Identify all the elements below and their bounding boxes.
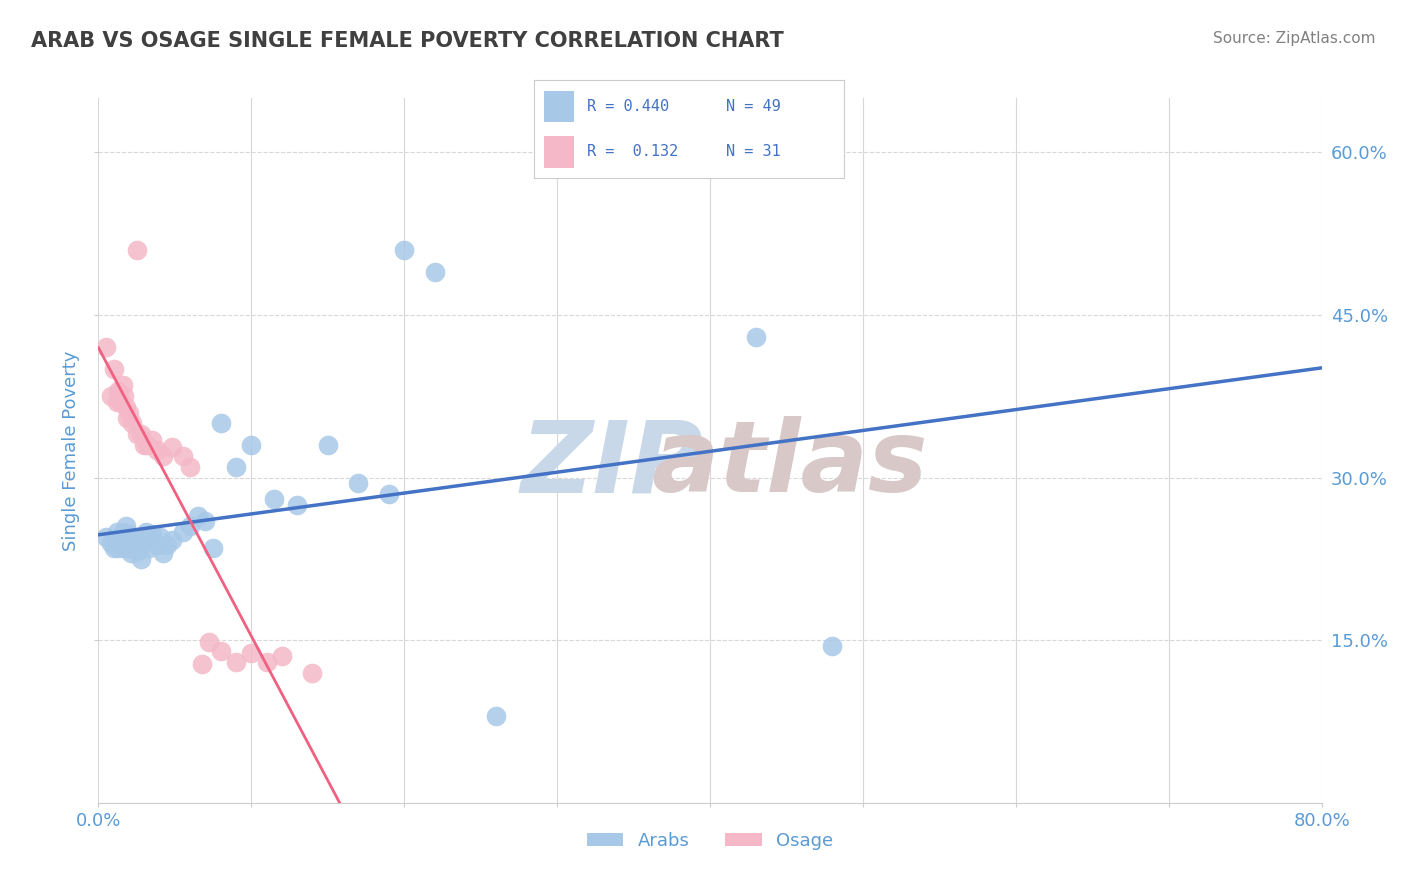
Point — [141, 527, 163, 541]
Point — [240, 438, 263, 452]
Point — [129, 552, 152, 566]
Point — [191, 657, 214, 671]
Point — [134, 438, 156, 452]
Point — [240, 646, 263, 660]
Point — [423, 264, 446, 278]
Point — [122, 530, 145, 544]
Point — [209, 417, 232, 431]
Point — [316, 438, 339, 452]
Point — [209, 644, 232, 658]
Point — [141, 433, 163, 447]
Point — [136, 438, 159, 452]
Point — [117, 411, 139, 425]
Point — [152, 546, 174, 560]
Point — [197, 635, 219, 649]
Text: N = 49: N = 49 — [725, 99, 780, 114]
Text: Source: ZipAtlas.com: Source: ZipAtlas.com — [1212, 31, 1375, 46]
Point — [111, 524, 134, 539]
Point — [156, 538, 179, 552]
Text: R =  0.132: R = 0.132 — [586, 145, 678, 160]
Point — [125, 243, 148, 257]
Point — [105, 524, 128, 539]
Point — [105, 394, 128, 409]
Point — [135, 524, 157, 539]
Point — [103, 541, 125, 555]
Point — [103, 362, 125, 376]
Point — [110, 394, 132, 409]
Text: ZIP: ZIP — [520, 416, 703, 513]
Point — [145, 538, 167, 552]
Point — [117, 538, 139, 552]
Point — [179, 519, 201, 533]
Bar — [544, 91, 575, 122]
Point — [115, 400, 138, 414]
Point — [225, 655, 247, 669]
Point — [111, 378, 134, 392]
Point — [270, 649, 292, 664]
Point — [125, 535, 148, 549]
Point — [160, 440, 183, 454]
Point — [124, 538, 146, 552]
Point — [125, 427, 148, 442]
Point — [118, 527, 141, 541]
Point — [127, 544, 149, 558]
Point — [100, 535, 122, 549]
Point — [152, 449, 174, 463]
Legend: Arabs, Osage: Arabs, Osage — [579, 825, 841, 857]
Point — [392, 243, 416, 257]
Point — [138, 541, 160, 555]
Point — [107, 541, 129, 555]
Text: ARAB VS OSAGE SINGLE FEMALE POVERTY CORRELATION CHART: ARAB VS OSAGE SINGLE FEMALE POVERTY CORR… — [31, 31, 783, 51]
Point — [301, 665, 323, 680]
Point — [121, 417, 143, 431]
Point — [134, 533, 156, 548]
Point — [172, 524, 194, 539]
Point — [179, 459, 201, 474]
Text: atlas: atlas — [651, 416, 928, 513]
Point — [120, 546, 142, 560]
Point — [202, 541, 225, 555]
Point — [118, 541, 141, 555]
Point — [115, 533, 138, 548]
Point — [194, 514, 217, 528]
Y-axis label: Single Female Poverty: Single Female Poverty — [62, 351, 80, 550]
Bar — [544, 136, 575, 168]
Point — [145, 443, 167, 458]
Point — [94, 341, 117, 355]
Point — [160, 533, 183, 548]
Point — [128, 538, 150, 552]
Text: R = 0.440: R = 0.440 — [586, 99, 669, 114]
Point — [187, 508, 209, 523]
Point — [821, 639, 844, 653]
Point — [94, 530, 117, 544]
Point — [347, 475, 370, 490]
Point — [172, 449, 194, 463]
Point — [112, 389, 135, 403]
Point — [112, 541, 135, 555]
Point — [107, 384, 129, 398]
Point — [118, 405, 141, 419]
Point — [225, 459, 247, 474]
Point — [378, 487, 401, 501]
Point — [129, 427, 152, 442]
Point — [485, 709, 508, 723]
Point — [149, 530, 172, 544]
Point — [263, 492, 285, 507]
Point — [110, 538, 132, 552]
Point — [285, 498, 308, 512]
Point — [100, 389, 122, 403]
Text: N = 31: N = 31 — [725, 145, 780, 160]
Point — [115, 519, 138, 533]
Point — [110, 530, 132, 544]
Point — [121, 535, 143, 549]
Point — [745, 329, 768, 343]
Point — [256, 655, 278, 669]
